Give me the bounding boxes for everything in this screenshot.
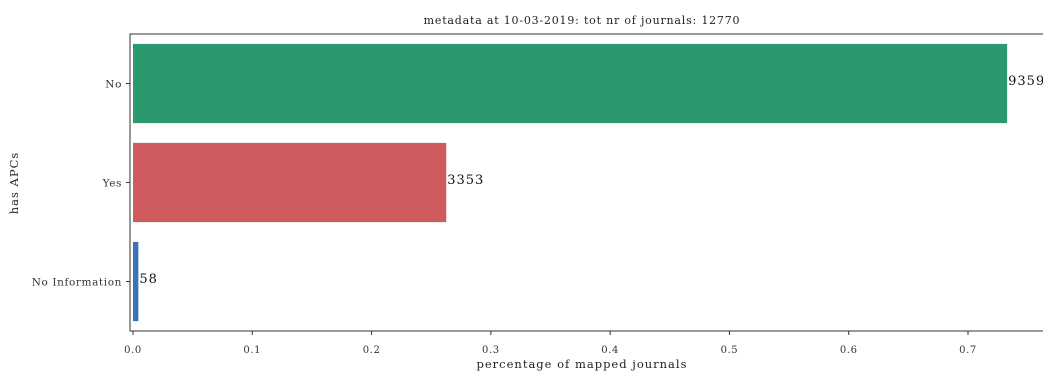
bar-no-information bbox=[133, 241, 139, 322]
bars-group bbox=[133, 43, 1008, 322]
x-tick-label: 0.1 bbox=[243, 345, 261, 356]
y-tick-label: No bbox=[105, 79, 122, 91]
y-tick-label: No Information bbox=[32, 277, 122, 289]
data-labels-group: 9359 3353 58 bbox=[139, 74, 1043, 287]
x-tick-label: 0.3 bbox=[482, 345, 500, 356]
x-tick-label: 0.5 bbox=[721, 345, 739, 356]
x-axis-label: percentage of mapped journals bbox=[477, 357, 688, 371]
x-axis-ticks: 0.0 0.1 0.2 0.3 0.4 0.5 0.6 0.7 bbox=[124, 331, 977, 356]
chart-title: metadata at 10-03-2019: tot nr of journa… bbox=[424, 14, 741, 27]
bar-no bbox=[133, 43, 1008, 124]
y-axis-ticks: No Yes No Information bbox=[32, 79, 130, 289]
data-label-no: 9359 bbox=[1008, 74, 1043, 89]
data-label-yes: 3353 bbox=[447, 173, 484, 188]
y-axis-label: has APCs bbox=[7, 152, 21, 215]
x-tick-label: 0.6 bbox=[840, 345, 858, 356]
x-tick-label: 0.7 bbox=[959, 345, 977, 356]
bar-yes bbox=[133, 142, 447, 223]
x-tick-label: 0.0 bbox=[124, 345, 142, 356]
y-tick-label: Yes bbox=[102, 178, 122, 190]
x-tick-label: 0.4 bbox=[601, 345, 619, 356]
x-tick-label: 0.2 bbox=[363, 345, 381, 356]
data-label-no-information: 58 bbox=[139, 272, 158, 287]
